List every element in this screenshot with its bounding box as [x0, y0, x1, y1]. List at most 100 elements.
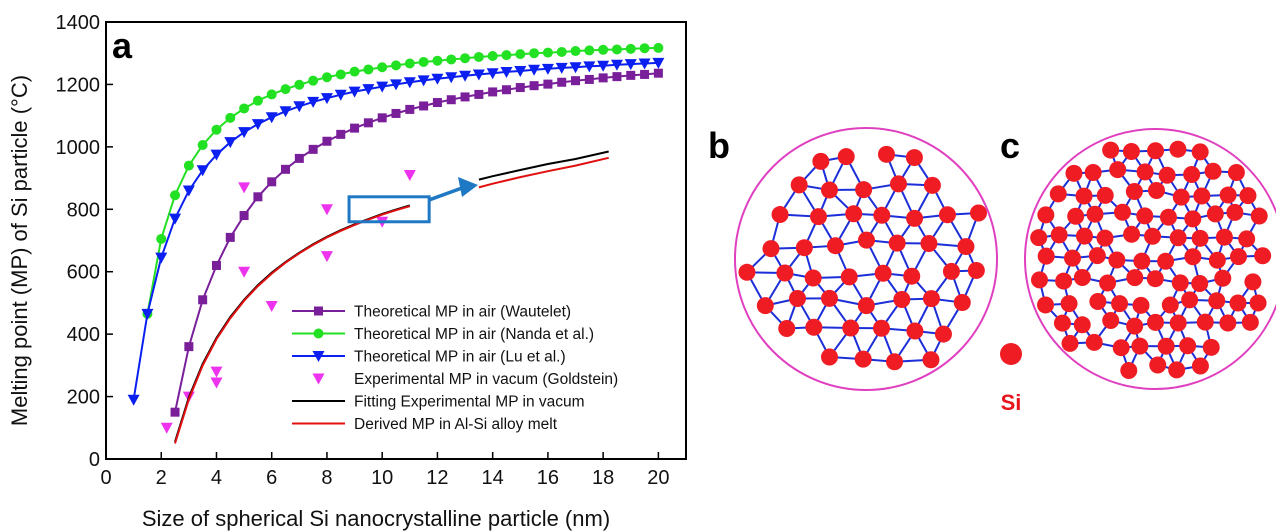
data-point: [652, 57, 665, 69]
x-tick-label: 4: [211, 467, 222, 489]
si-atom: [1113, 203, 1131, 221]
data-point: [515, 83, 525, 93]
si-atom: [762, 240, 780, 258]
si-atom: [778, 320, 796, 338]
data-point: [307, 96, 320, 108]
si-atom: [1073, 268, 1091, 286]
si-atom: [1184, 248, 1202, 266]
si-atom: [790, 176, 808, 194]
si-atom: [1244, 273, 1262, 291]
si-atom: [1050, 226, 1068, 244]
si-atom: [1073, 316, 1091, 334]
data-point: [610, 59, 623, 71]
data-point: [638, 58, 651, 70]
legend-entry: Fitting Experimental MP in vacum: [354, 394, 585, 411]
si-atom: [845, 205, 863, 223]
data-point: [170, 190, 181, 201]
data-point: [474, 89, 484, 99]
si-atom: [970, 204, 988, 222]
si-atom: [1172, 188, 1190, 206]
legend-entry: Theoretical MP in air (Wautelet): [354, 304, 571, 321]
si-atom: [840, 268, 858, 286]
data-point: [210, 366, 223, 378]
data-point: [488, 87, 498, 97]
y-axis-label: Melting point (MP) of Si particle (°C): [7, 75, 32, 426]
data-point: [403, 77, 416, 89]
si-atom: [826, 237, 844, 255]
si-atom: [820, 289, 838, 307]
legend-marker: [313, 328, 324, 339]
si-atom: [820, 348, 838, 366]
si-atom: [1241, 313, 1259, 331]
data-point: [486, 68, 499, 80]
data-point: [625, 43, 636, 54]
si-atom: [795, 239, 813, 257]
data-point: [598, 73, 608, 83]
si-atom: [1181, 291, 1199, 309]
si-atom: [873, 319, 891, 337]
si-atom: [1149, 356, 1167, 374]
si-atom: [1131, 337, 1149, 355]
si-atom: [1249, 294, 1267, 312]
data-point: [184, 342, 194, 352]
si-atom: [1193, 187, 1211, 205]
data-point: [196, 165, 209, 177]
data-point: [515, 49, 526, 60]
si-atom: [1214, 269, 1232, 287]
data-point: [598, 44, 609, 55]
data-point: [265, 112, 278, 124]
data-point: [460, 92, 470, 102]
si-atom: [886, 353, 904, 371]
si-atom: [1171, 274, 1189, 292]
data-point: [446, 54, 457, 65]
particle-boundary: [734, 127, 998, 391]
panel-b-crystal-lattice: [734, 127, 998, 391]
x-tick-label: 8: [321, 467, 332, 489]
si-atom: [1183, 165, 1201, 183]
x-tick-label: 16: [537, 467, 559, 489]
si-atom: [1102, 141, 1120, 159]
data-point: [555, 62, 568, 74]
data-point: [210, 377, 223, 389]
si-atom: [1191, 274, 1209, 292]
si-atom: [789, 290, 807, 308]
y-tick-label: 1000: [56, 137, 101, 159]
si-atom: [1030, 229, 1048, 247]
series-line: [146, 46, 659, 315]
data-point: [391, 60, 401, 71]
y-tick-label: 800: [67, 199, 100, 221]
si-atom-legend-label: Si: [1001, 390, 1022, 415]
data-point: [239, 211, 249, 221]
data-point: [487, 51, 498, 62]
si-atom: [906, 209, 924, 227]
data-point: [141, 308, 154, 320]
data-point: [542, 47, 553, 58]
si-atom: [923, 176, 941, 194]
data-point: [583, 61, 596, 73]
data-point: [279, 106, 292, 118]
y-tick-label: 0: [89, 449, 100, 471]
data-point: [336, 129, 346, 139]
data-point: [320, 204, 333, 216]
si-atom: [855, 181, 873, 199]
si-atom: [1086, 205, 1104, 223]
data-point: [349, 66, 360, 77]
data-point: [308, 144, 318, 154]
si-atom: [1060, 295, 1078, 313]
si-atom: [1179, 337, 1197, 355]
legend-entry: Derived MP in Al-Si alloy melt: [354, 416, 558, 433]
si-atom: [1125, 182, 1143, 200]
series-line: [478, 156, 609, 189]
data-point: [363, 118, 373, 128]
si-atom: [1096, 186, 1114, 204]
si-atom: [810, 208, 828, 226]
data-point: [160, 422, 173, 434]
legend-marker: [312, 351, 325, 362]
si-atom: [771, 206, 789, 224]
si-atom: [1075, 227, 1093, 245]
data-point: [528, 64, 541, 76]
si-atom: [837, 148, 855, 166]
data-point: [584, 45, 595, 56]
si-atom: [776, 264, 794, 282]
